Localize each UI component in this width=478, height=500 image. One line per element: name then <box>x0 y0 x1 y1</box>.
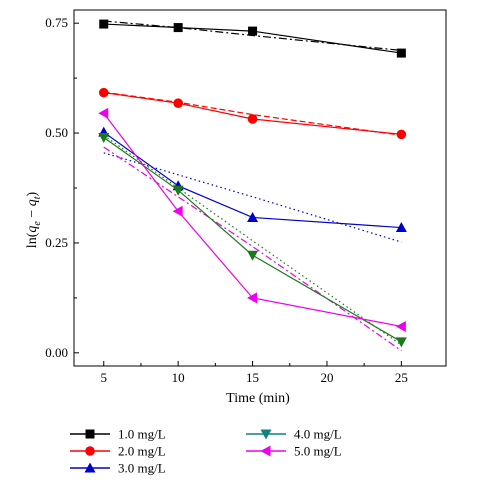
legend-label: 2.0 mg/L <box>118 444 166 459</box>
series-2-line <box>103 92 402 135</box>
legend-marker <box>85 429 95 439</box>
series-4-line <box>103 136 402 343</box>
legend-marker <box>260 445 271 457</box>
series-5-point <box>395 320 406 332</box>
x-tick-label: 20 <box>320 370 333 385</box>
svg-text:ln(qe − qt): ln(qe − qt) <box>25 191 43 248</box>
series-5-point <box>172 205 183 217</box>
plot-frame <box>73 9 447 367</box>
series-3-line <box>103 131 402 229</box>
series-1-point <box>173 23 183 33</box>
series-1-point <box>99 19 109 29</box>
series-2-point <box>396 129 407 140</box>
series-1-point <box>396 48 406 58</box>
series-2-fit-line <box>103 91 402 136</box>
series-5-point <box>98 107 109 119</box>
y-tick-label: 0.25 <box>45 235 68 250</box>
series-4-point <box>98 132 110 143</box>
fit-lines <box>103 20 402 352</box>
legend-label: 4.0 mg/L <box>294 427 342 442</box>
series-5-line <box>103 112 402 328</box>
x-tick-label: 5 <box>101 370 108 385</box>
x-tick-label: 15 <box>246 370 259 385</box>
series-2-point <box>247 114 258 124</box>
legend: 1.0 mg/L 2.0 mg/L 3.0 mg/L 4.0 mg/L 5.0 mg/L <box>70 427 342 476</box>
y-tick-label: 0.00 <box>45 345 68 360</box>
series-5-fit-line <box>103 146 402 352</box>
series-4-point <box>172 185 184 196</box>
y-tick-label: 0.50 <box>45 125 68 140</box>
legend-marker <box>260 429 272 440</box>
series-2-point <box>98 87 109 98</box>
legend-marker <box>85 446 95 456</box>
y-axis-title: ln(qe − qt) <box>25 191 43 248</box>
series-1-line <box>103 23 402 54</box>
markers <box>98 19 407 348</box>
y-tick-label: 0.75 <box>45 15 68 30</box>
series-4-point <box>395 337 407 348</box>
series-3-point <box>395 222 407 233</box>
series-2-point <box>173 98 183 108</box>
legend-label: 1.0 mg/L <box>118 427 166 442</box>
x-tick-label: 25 <box>395 370 408 385</box>
x-tick-label: 10 <box>172 370 185 385</box>
series-1-fit-line <box>103 20 402 52</box>
series-4-point <box>247 250 259 261</box>
series-1-point <box>248 26 258 36</box>
legend-label: 5.0 mg/L <box>294 444 342 459</box>
series-4-fit-line <box>103 134 402 346</box>
axes: 5 10 15 20 25 0.00 0.25 0.50 0.75 <box>45 9 447 385</box>
series-lines <box>103 23 402 343</box>
x-axis-title: Time (min) <box>226 391 290 406</box>
series-5-point <box>247 292 258 304</box>
legend-label: 3.0 mg/L <box>118 461 166 476</box>
legend-marker <box>84 462 96 473</box>
series-3-point <box>247 211 259 222</box>
